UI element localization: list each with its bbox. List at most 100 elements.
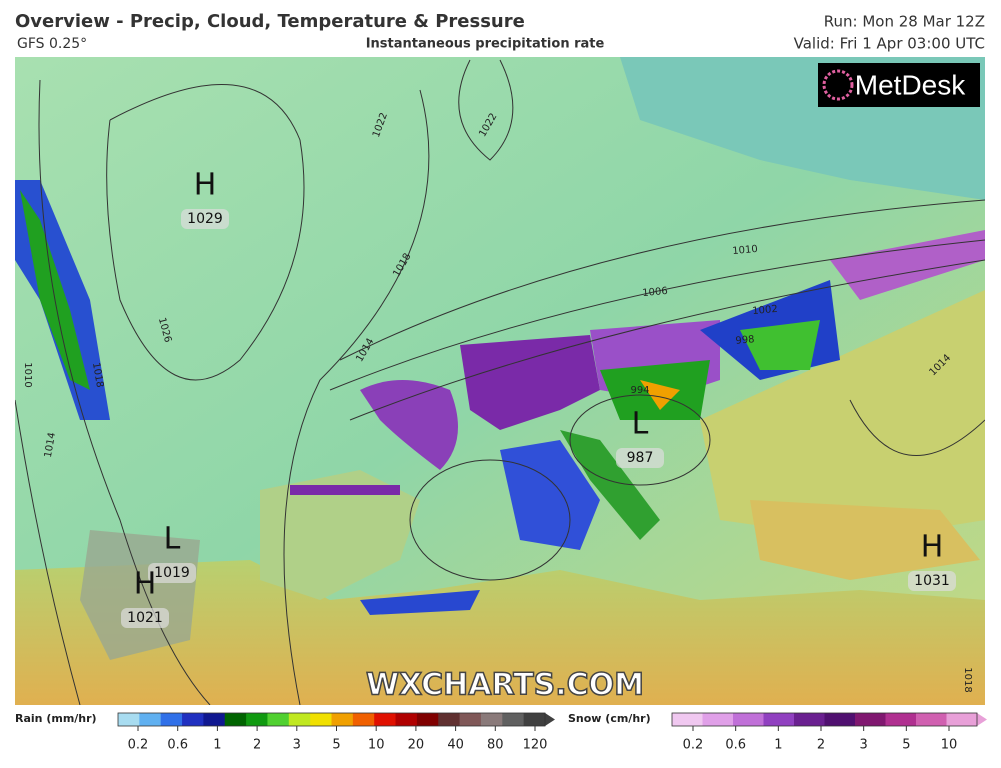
pressure-center-value: 1031: [914, 573, 950, 589]
colorbar-segment: [855, 713, 886, 726]
colorbar-tick-label: 10: [941, 738, 958, 753]
rain-core-west: [20, 190, 90, 390]
isobar-label: 1010: [732, 244, 758, 257]
logo-icon: [822, 69, 854, 101]
colorbar-segment: [523, 713, 546, 726]
colorbar-tick-label: 1: [213, 738, 221, 753]
isobar: [569, 394, 711, 486]
snow-legend-title: Snow (cm/hr): [568, 712, 651, 725]
rain-balkans: [560, 430, 660, 540]
turkey: [750, 500, 980, 580]
colorbar-tick-label: 3: [293, 738, 301, 753]
colorbar-arrow: [977, 713, 987, 726]
isobar: [38, 79, 211, 705]
colorbar-segment: [459, 713, 482, 726]
colorbar-tick-label: 2: [253, 738, 261, 753]
colorbar-segment: [416, 713, 439, 726]
colorbar-segment: [288, 713, 311, 726]
isobar-label: 1010: [22, 362, 33, 387]
colorbar-segment: [438, 713, 461, 726]
isobar-label: 1014: [43, 432, 58, 459]
colorbar-segment: [139, 713, 162, 726]
snow-spain: [290, 485, 400, 495]
pressure-center-type: H: [134, 567, 157, 602]
colorbar-segment: [246, 713, 268, 726]
isobars: [15, 59, 985, 705]
pressure-value-bg: [908, 571, 956, 591]
snow-germany: [460, 335, 600, 430]
colorbar-segment: [502, 713, 525, 726]
colorbar-tick-label: 2: [817, 738, 825, 753]
isobar: [849, 399, 985, 456]
isobar: [339, 199, 985, 361]
isobar-label: 1018: [90, 362, 105, 389]
colorbar-tick-label: 10: [368, 738, 385, 753]
pressure-center-value: 1029: [187, 211, 223, 227]
pressure-value-bg: [616, 448, 664, 468]
pressure-center-type: H: [194, 168, 217, 203]
pressure-center-value: 987: [627, 450, 654, 466]
colorbar-tick-label: 120: [523, 738, 548, 753]
east-land: [700, 290, 985, 540]
pressure-center-type: L: [632, 407, 649, 442]
colorbar-tick-label: 5: [332, 738, 340, 753]
pressure-center-value: 1019: [154, 565, 190, 581]
colorbar-segment: [118, 713, 140, 726]
model: GFS 0.25°: [17, 36, 87, 52]
colorbar-segment: [885, 713, 917, 726]
rain-legend-title: Rain (mm/hr): [15, 712, 97, 725]
colorbar-segment: [160, 713, 183, 726]
run-time: Run: Mon 28 Mar 12Z: [824, 13, 985, 31]
colorbar-segment: [672, 713, 703, 726]
isobar: [349, 259, 985, 421]
snow-france: [360, 380, 458, 470]
colorbar-segment: [331, 713, 354, 726]
logo-box: [818, 63, 980, 107]
colorbar-outline: [671, 712, 978, 727]
pressure-value-bg: [121, 608, 169, 628]
colorbar-segment: [352, 713, 375, 726]
rain-algeria: [360, 590, 480, 615]
isobar-label: 994: [630, 385, 649, 396]
title: Overview - Precip, Cloud, Temperature & …: [15, 11, 525, 32]
iberia: [260, 470, 420, 600]
watermark: WXCHARTS.COM: [366, 668, 644, 703]
colorbar-tick-label: 0.6: [725, 738, 746, 753]
colorbar-segment: [794, 713, 825, 726]
isobar-label: 1018: [962, 667, 973, 692]
colorbar-segment: [182, 713, 204, 726]
colorbar-segment: [480, 713, 503, 726]
isobar: [329, 239, 985, 391]
colorbar-tick-label: 0.2: [128, 738, 149, 753]
isobar: [283, 89, 430, 705]
colorbar-segment: [267, 713, 290, 726]
colorbar-tick-label: 20: [408, 738, 425, 753]
product: Instantaneous precipitation rate: [366, 37, 605, 52]
colorbar-tick-label: 0.2: [683, 738, 704, 753]
isobar: [458, 59, 514, 161]
colorbar-segment: [203, 713, 226, 726]
rain-italy: [500, 440, 600, 550]
colorbar-segment: [374, 713, 397, 726]
isobar: [15, 399, 81, 705]
colorbar-segment: [946, 713, 978, 726]
isobar: [409, 459, 571, 581]
pressure-value-bg: [148, 563, 196, 583]
colorbar-arrow: [545, 713, 555, 726]
colorbar-segment: [733, 713, 764, 726]
colorbar-tick-label: 1: [774, 738, 782, 753]
rain-heavy-central: [640, 380, 680, 410]
colorbar-tick-label: 5: [902, 738, 910, 753]
isobar-label: 1006: [642, 286, 668, 299]
valid-time: Valid: Fri 1 Apr 03:00 UTC: [794, 35, 985, 53]
rain-ukraine-core: [740, 320, 820, 370]
colorbar-segment: [395, 713, 418, 726]
pressure-value-bg: [181, 209, 229, 229]
pressure-center-type: L: [164, 522, 181, 557]
colorbar-tick-label: 80: [487, 738, 504, 753]
logo-text: MetDesk: [855, 69, 966, 100]
colorbar-segment: [824, 713, 856, 726]
colorbar-segment: [310, 713, 332, 726]
